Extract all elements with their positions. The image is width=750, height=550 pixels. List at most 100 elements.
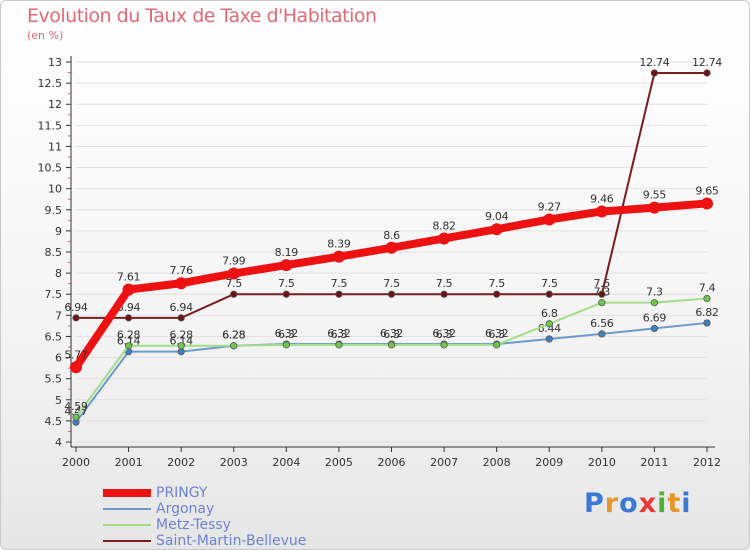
data-label: 7.4	[699, 281, 716, 294]
data-label: 6.32	[380, 327, 403, 340]
data-point	[72, 314, 80, 322]
y-tick-label: 4	[55, 436, 62, 449]
brand-letter: o	[619, 488, 639, 519]
data-label: 6.69	[643, 311, 667, 324]
y-tick-label: 4.5	[45, 415, 63, 428]
data-point	[177, 348, 185, 356]
y-tick-label: 13	[48, 56, 62, 69]
data-point	[230, 290, 238, 298]
data-point	[175, 277, 188, 290]
data-label: 6.32	[275, 327, 298, 340]
data-point	[493, 290, 501, 298]
data-label: 6.3	[383, 328, 400, 341]
brand-letter: r	[604, 488, 620, 519]
x-tick-label: 2006	[378, 456, 406, 469]
data-point	[648, 201, 661, 214]
data-point	[282, 341, 290, 349]
data-point	[650, 324, 659, 333]
x-tick-label: 2007	[430, 456, 458, 469]
y-tick-label: 5	[55, 394, 62, 407]
data-point	[440, 290, 448, 298]
y-tick-label: 8	[55, 267, 62, 280]
data-point	[230, 342, 238, 350]
data-point	[543, 213, 556, 226]
data-label: 7.5	[383, 277, 400, 290]
data-label: 5.77	[64, 348, 88, 361]
y-tick-label: 5.5	[45, 373, 63, 386]
data-label: 6.3	[436, 328, 453, 341]
brand-letter: x	[638, 488, 658, 519]
data-label: 9.65	[695, 184, 719, 197]
data-label: 9.55	[643, 189, 667, 202]
data-label: 6.3	[331, 328, 348, 341]
x-tick-label: 2002	[167, 456, 195, 469]
y-tick-label: 8.5	[45, 246, 63, 259]
data-label: 8.6	[383, 229, 400, 242]
data-point	[703, 69, 711, 77]
data-label: 12.74	[692, 56, 722, 69]
data-label: 12.74	[639, 56, 669, 69]
data-label: 8.19	[275, 246, 299, 259]
data-point	[122, 283, 135, 296]
data-point	[438, 232, 451, 245]
legend-swatch	[103, 524, 151, 526]
data-point	[335, 341, 343, 349]
data-point	[650, 69, 659, 77]
x-tick-label: 2005	[325, 456, 353, 469]
data-label: 6.3	[488, 328, 505, 341]
data-label: 6.28	[222, 329, 246, 342]
data-point	[177, 342, 185, 350]
data-label: 7.5	[594, 277, 611, 290]
x-tick-label: 2009	[535, 456, 563, 469]
brand-letter: t	[667, 488, 682, 519]
data-point	[124, 314, 133, 322]
legend-label: Argonay	[156, 501, 215, 517]
x-tick-label: 2001	[115, 456, 143, 469]
data-label: 6.82	[695, 306, 718, 319]
data-label: 4.59	[64, 400, 88, 413]
data-point	[703, 319, 711, 327]
data-point	[70, 361, 82, 374]
data-point	[545, 320, 553, 328]
data-label: 6.28	[170, 329, 194, 342]
y-tick-label: 11.5	[38, 119, 63, 132]
data-point	[490, 223, 503, 236]
y-tick-label: 11	[48, 140, 62, 153]
data-label: 6.8	[541, 307, 558, 320]
data-point	[335, 290, 343, 298]
y-tick-label: 7	[55, 309, 62, 322]
data-point	[545, 290, 553, 298]
data-point	[387, 341, 396, 349]
data-point	[387, 290, 396, 298]
x-tick-label: 2000	[62, 456, 90, 469]
data-label: 8.82	[432, 219, 455, 232]
data-label: 7.61	[117, 271, 140, 284]
data-point	[545, 335, 553, 343]
y-tick-label: 10.5	[38, 162, 63, 175]
data-point	[72, 413, 80, 421]
data-label: 9.27	[538, 200, 562, 213]
data-label: 6.94	[170, 301, 194, 314]
x-tick-label: 2004	[272, 456, 300, 469]
y-tick-label: 12.5	[38, 77, 63, 90]
data-label: 6.3	[278, 328, 295, 341]
data-point	[280, 259, 293, 272]
data-label: 7.5	[225, 277, 242, 290]
data-point	[177, 314, 185, 322]
y-tick-label: 10	[48, 183, 62, 196]
chart-legend: PRINGY Argonay Metz-Tessy Saint-Martin-Bell…	[103, 485, 306, 549]
data-label: 7.5	[488, 277, 505, 290]
brand-logo: Proxiti	[584, 488, 692, 519]
legend-label: Metz-Tessy	[156, 517, 231, 533]
x-tick-label: 2011	[640, 456, 668, 469]
legend-swatch	[103, 489, 151, 497]
data-point	[282, 290, 290, 298]
data-point	[493, 341, 501, 349]
y-tick-label: 7.5	[45, 288, 63, 301]
data-label: 7.5	[331, 277, 348, 290]
data-point	[124, 342, 133, 350]
data-point	[598, 290, 606, 298]
x-tick-label: 2008	[483, 456, 511, 469]
data-label: 6.56	[590, 317, 614, 330]
legend-item: Saint-Martin-Bellevue	[103, 533, 306, 549]
